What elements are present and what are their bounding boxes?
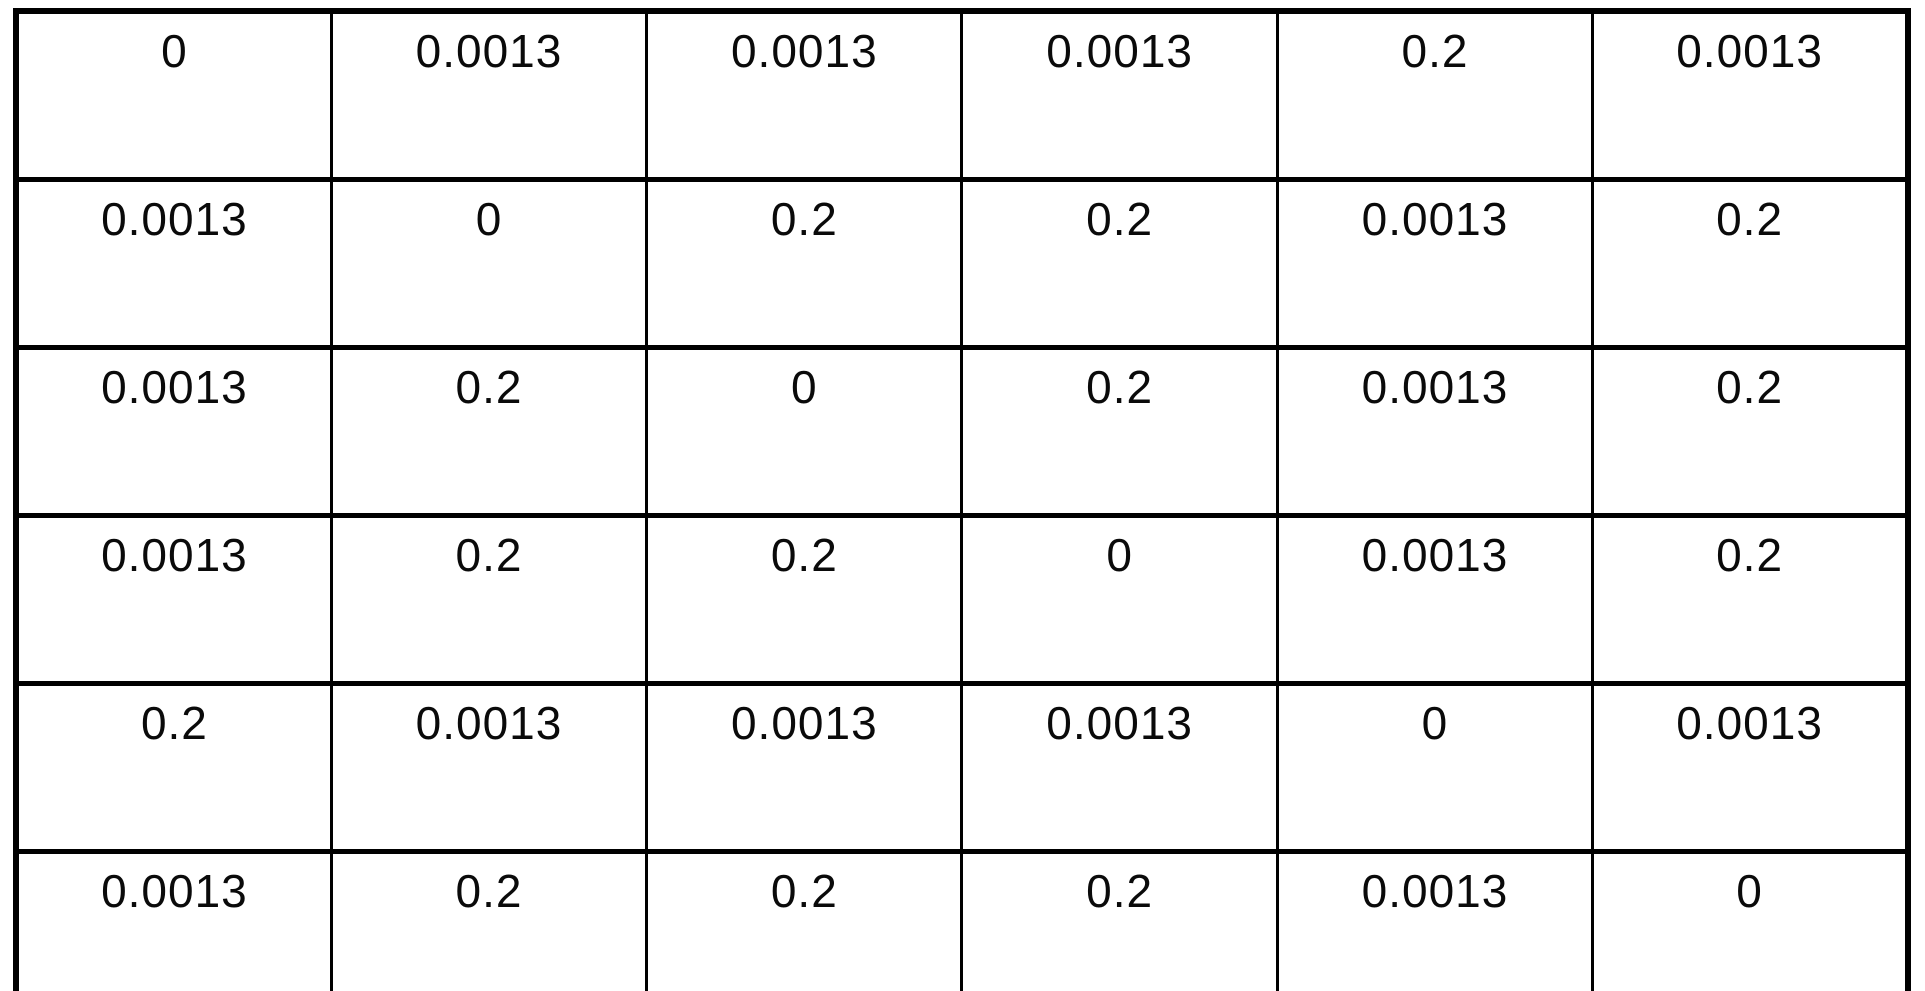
cell-r3-c1: 0.0013 — [14, 345, 333, 518]
cell-r5-c5: 0 — [1275, 681, 1595, 854]
cell-r1-c3: 0.0013 — [645, 8, 964, 182]
cell-r2-c1: 0.0013 — [14, 177, 333, 350]
matrix-body: 0 0.0013 0.0013 0.0013 0.2 0.0013 0.0013… — [14, 8, 1910, 991]
cell-r3-c5: 0.0013 — [1275, 345, 1595, 518]
cell-r2-c4: 0.2 — [960, 177, 1279, 350]
cell-r4-c4: 0 — [960, 513, 1279, 686]
cell-r2-c2: 0 — [329, 177, 649, 350]
distance-matrix-table: 0 0.0013 0.0013 0.0013 0.2 0.0013 0.0013… — [13, 8, 1911, 991]
matrix-row-2: 0.0013 0 0.2 0.2 0.0013 0.2 — [14, 177, 1910, 350]
cell-r6-c5: 0.0013 — [1275, 849, 1595, 991]
cell-r1-c4: 0.0013 — [960, 8, 1279, 182]
cell-r6-c1: 0.0013 — [14, 849, 333, 991]
cell-r1-c1: 0 — [14, 8, 333, 182]
matrix-row-4: 0.0013 0.2 0.2 0 0.0013 0.2 — [14, 513, 1910, 686]
cell-r5-c4: 0.0013 — [960, 681, 1279, 854]
cell-r2-c6: 0.2 — [1591, 177, 1910, 350]
cell-r3-c6: 0.2 — [1591, 345, 1910, 518]
cell-r5-c1: 0.2 — [14, 681, 333, 854]
cell-r5-c3: 0.0013 — [645, 681, 964, 854]
cell-r6-c2: 0.2 — [329, 849, 649, 991]
cell-r3-c4: 0.2 — [960, 345, 1279, 518]
cell-r1-c2: 0.0013 — [329, 8, 649, 182]
cell-r4-c3: 0.2 — [645, 513, 964, 686]
cell-r6-c4: 0.2 — [960, 849, 1279, 991]
cell-r2-c5: 0.0013 — [1275, 177, 1595, 350]
cell-r2-c3: 0.2 — [645, 177, 964, 350]
matrix-row-1: 0 0.0013 0.0013 0.0013 0.2 0.0013 — [14, 8, 1910, 182]
cell-r3-c3: 0 — [645, 345, 964, 518]
cell-r6-c3: 0.2 — [645, 849, 964, 991]
cell-r1-c5: 0.2 — [1275, 8, 1595, 182]
cell-r1-c6: 0.0013 — [1591, 8, 1910, 182]
cell-r5-c6: 0.0013 — [1591, 681, 1910, 854]
cell-r5-c2: 0.0013 — [329, 681, 649, 854]
cell-r6-c6: 0 — [1591, 849, 1910, 991]
matrix-row-5: 0.2 0.0013 0.0013 0.0013 0 0.0013 — [14, 681, 1910, 854]
cell-r4-c6: 0.2 — [1591, 513, 1910, 686]
cell-r4-c5: 0.0013 — [1275, 513, 1595, 686]
cell-r4-c2: 0.2 — [329, 513, 649, 686]
matrix-row-3: 0.0013 0.2 0 0.2 0.0013 0.2 — [14, 345, 1910, 518]
matrix-row-6: 0.0013 0.2 0.2 0.2 0.0013 0 — [14, 849, 1910, 991]
cell-r4-c1: 0.0013 — [14, 513, 333, 686]
cell-r3-c2: 0.2 — [329, 345, 649, 518]
